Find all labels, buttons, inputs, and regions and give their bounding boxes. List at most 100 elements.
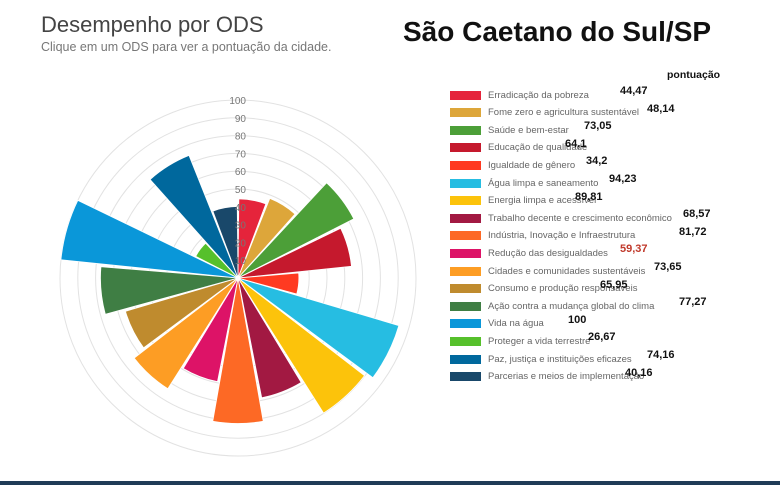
radial-tick-label: 60: [235, 167, 247, 178]
bar-ods-12[interactable]: [124, 277, 239, 349]
legend-label: Parcerias e meios de implementação: [488, 371, 645, 383]
legend-swatch: [450, 301, 481, 311]
legend-item-ods-4[interactable]: Educação de qualidade: [450, 140, 587, 156]
legend-label: Ação contra a mudança global do clima: [488, 300, 655, 312]
bottom-border: [0, 481, 780, 485]
bar-ods-9[interactable]: [212, 277, 264, 424]
score-value-ods-14: 100: [568, 313, 587, 326]
score-value-ods-4: 64,1: [565, 137, 587, 150]
legend-item-ods-15[interactable]: Proteger a vida terrestre: [450, 333, 590, 349]
score-value-ods-8: 68,57: [683, 208, 711, 221]
legend-label: Igualdade de gênero: [488, 159, 576, 171]
bar-ods-8[interactable]: [237, 277, 302, 399]
score-value-ods-10: 59,37: [620, 243, 648, 256]
chart-bars: [60, 154, 400, 424]
bar-ods-7[interactable]: [237, 277, 366, 414]
legend-swatch: [450, 284, 481, 294]
grid-ring: [59, 99, 417, 457]
score-value-ods-6: 94,23: [609, 173, 637, 185]
legend-swatch: [450, 266, 481, 276]
legend-label: Paz, justiça e instituições eficazes: [488, 353, 632, 365]
legend-swatch: [450, 108, 481, 118]
legend-swatch: [450, 90, 481, 100]
legend-item-ods-14[interactable]: Vida na água: [450, 316, 544, 332]
legend-swatch: [450, 354, 481, 364]
legend-swatch: [450, 196, 481, 206]
bar-ods-13[interactable]: [100, 266, 239, 315]
legend-item-ods-11[interactable]: Cidades e comunidades sustentáveis: [450, 263, 645, 279]
bar-ods-4[interactable]: [237, 227, 352, 279]
legend-item-ods-2[interactable]: Fome zero e agricultura sustentável: [450, 105, 639, 121]
bar-ods-14[interactable]: [60, 199, 239, 279]
bar-ods-2[interactable]: [237, 197, 296, 279]
bar-ods-6[interactable]: [237, 277, 400, 379]
legend-item-ods-3[interactable]: Saúde e bem-estar: [450, 122, 569, 138]
legend-swatch: [450, 231, 481, 241]
legend-swatch: [450, 372, 481, 382]
legend-item-ods-17[interactable]: Parcerias e meios de implementação: [450, 369, 644, 385]
score-value-ods-13: 77,27: [679, 296, 707, 309]
legend-swatch: [450, 178, 481, 188]
radial-tick-label: 40: [235, 203, 247, 214]
radial-tick-labels: 10 20 30 40 50 60 70 80 90 100: [229, 96, 246, 267]
bar-ods-1[interactable]: [237, 198, 267, 279]
legend-item-ods-12[interactable]: Consumo e produção responsáveis: [450, 281, 637, 297]
radial-tick-label: 20: [235, 238, 247, 249]
legend-swatch: [450, 143, 481, 153]
grid-ring: [77, 117, 399, 439]
bar-ods-11[interactable]: [133, 277, 239, 390]
radial-tick-label: 90: [235, 114, 247, 125]
legend-label: Fome zero e agricultura sustentável: [488, 107, 640, 119]
radial-tick-label: 100: [229, 96, 246, 107]
legend-swatch: [450, 336, 481, 346]
score-value-ods-16: 74,16: [647, 349, 675, 361]
score-value-ods-12: 65,95: [600, 278, 628, 291]
legend-item-ods-7[interactable]: Energia limpa e acessível: [450, 193, 596, 209]
score-value-ods-5: 34,2: [586, 155, 608, 168]
city-title: São Caetano do Sul/SP: [403, 16, 712, 47]
bar-ods-16[interactable]: [149, 154, 239, 279]
legend-label: Vida na água: [488, 318, 544, 330]
radial-tick-label: 80: [235, 132, 247, 143]
legend-label: Cidades e comunidades sustentáveis: [488, 265, 646, 277]
score-value-ods-2: 48,14: [647, 102, 675, 115]
legend-swatch: [450, 213, 481, 223]
score-value-ods-1: 44,47: [620, 85, 648, 97]
legend-label: Água limpa e saneamento: [488, 177, 599, 189]
score-value-ods-7: 89,81: [575, 190, 603, 203]
legend-item-ods-16[interactable]: Paz, justiça e instituições eficazes: [450, 351, 632, 367]
bar-ods-10[interactable]: [182, 277, 239, 383]
radial-tick-label: 30: [235, 221, 247, 232]
radial-tick-label: 10: [235, 256, 247, 267]
bar-ods-17[interactable]: [212, 206, 239, 279]
legend-label: Saúde e bem-estar: [488, 124, 569, 136]
score-value-ods-17: 40,16: [625, 366, 653, 379]
legend-item-ods-5[interactable]: Igualdade de gênero: [450, 157, 575, 173]
legend-label: Erradicação da pobreza: [488, 89, 589, 101]
score-value-ods-15: 26,67: [588, 331, 616, 344]
legend-label: Redução das desigualdades: [488, 247, 608, 259]
legend-item-ods-10[interactable]: Redução das desigualdades: [450, 245, 608, 261]
legend-label: Trabalho decente e crescimento econômico: [488, 212, 672, 224]
bar-ods-3[interactable]: [237, 182, 355, 279]
legend-swatch: [450, 125, 481, 135]
radial-tick-label: 50: [235, 185, 247, 196]
legend-label: Educação de qualidade: [488, 142, 588, 154]
bar-ods-15[interactable]: [195, 242, 239, 279]
legend-label: Energia limpa e acessível: [488, 195, 597, 207]
legend-swatch: [450, 160, 481, 170]
legend-label: Indústria, Inovação e Infraestrutura: [488, 230, 636, 242]
page-title: Desempenho por ODS: [41, 12, 264, 37]
bar-ods-5[interactable]: [237, 272, 300, 295]
polar-bar-chart: 10 20 30 40 50 60 70 80 90 100: [59, 96, 417, 457]
score-column-header: pontuação: [667, 69, 721, 81]
legend-item-ods-9[interactable]: Indústria, Inovação e Infraestrutura: [450, 228, 635, 244]
legend-label: Proteger a vida terrestre: [488, 335, 591, 347]
legend-swatch: [450, 248, 481, 258]
legend-item-ods-6[interactable]: Água limpa e saneamento: [450, 175, 598, 191]
page-subtitle: Clique em um ODS para ver a pontuação da…: [41, 40, 332, 54]
legend-item-ods-8[interactable]: Trabalho decente e crescimento econômico: [450, 210, 672, 226]
legend-item-ods-13[interactable]: Ação contra a mudança global do clima: [450, 298, 654, 314]
legend-item-ods-1[interactable]: Erradicação da pobreza: [450, 87, 589, 103]
score-value-ods-3: 73,05: [584, 120, 612, 133]
